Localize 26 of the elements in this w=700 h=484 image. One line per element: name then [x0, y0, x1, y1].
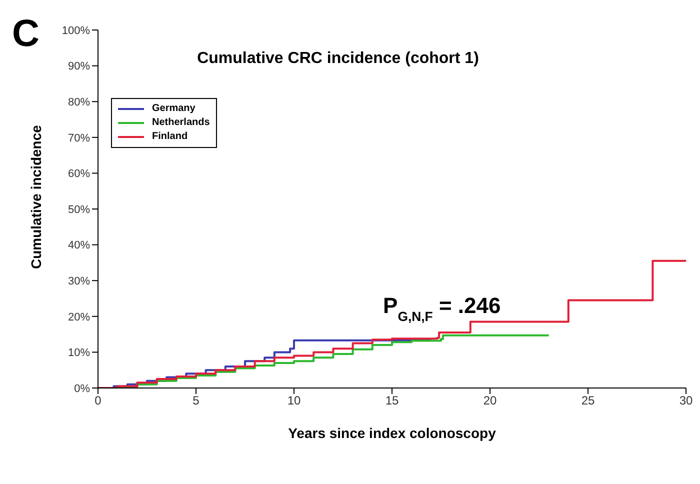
x-tick-label: 30 [679, 394, 693, 408]
y-tick-label: 40% [68, 240, 90, 252]
y-tick-label: 50% [68, 204, 90, 216]
x-tick-label: 0 [94, 394, 102, 408]
x-tick-label: 10 [287, 394, 301, 408]
y-tick-label: 60% [68, 168, 90, 180]
y-tick-label: 70% [68, 132, 90, 144]
legend-label: Netherlands [152, 116, 210, 130]
x-tick-label: 25 [581, 394, 595, 408]
y-tick-label: 90% [68, 60, 90, 73]
x-tick-label: 5 [192, 394, 200, 408]
annotation: P$_{G,N,F}$ = .246 [383, 293, 501, 324]
y-tick-label: 10% [68, 347, 90, 360]
legend-label: Finland [152, 130, 188, 144]
y-tick-label: 0% [74, 382, 90, 395]
y-tick-label: 80% [68, 96, 90, 109]
y-tick-label: 30% [68, 276, 90, 288]
x-tick-label: 20 [483, 394, 497, 408]
y-tick-label: 20% [68, 311, 90, 324]
x-axis-title: Years since index colonoscopy [288, 425, 496, 441]
legend-label: Germany [152, 102, 196, 116]
y-tick-label: 100% [62, 24, 90, 37]
x-tick-label: 15 [385, 394, 399, 408]
text: C [12, 13, 40, 55]
y-axis-title: Cumulative incidence [28, 124, 44, 269]
text: Cumulative CRC incidence (cohort 1) [197, 50, 479, 67]
